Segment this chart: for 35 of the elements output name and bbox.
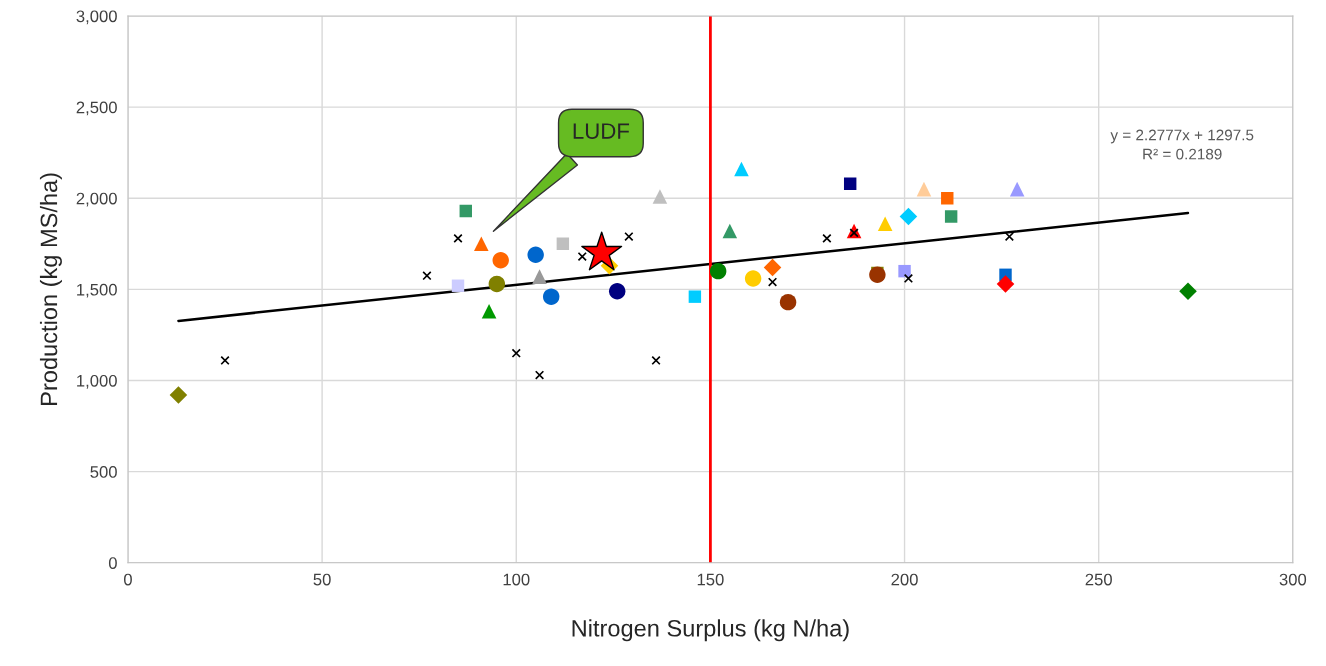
y-tick-label: 2,500	[76, 101, 117, 116]
x-axis-title: Nitrogen Surplus (kg N/ha)	[572, 619, 849, 642]
x-tick-label: 0	[123, 573, 132, 586]
point	[532, 269, 547, 284]
x-tick-label: 150	[697, 573, 724, 586]
annotation: LUDF	[573, 123, 630, 139]
x-tick-label: 200	[891, 573, 918, 586]
point	[422, 271, 432, 281]
point	[903, 273, 914, 284]
y-axis-title: Production (kg MS/ha)	[39, 173, 62, 405]
point	[534, 370, 545, 380]
point	[767, 277, 778, 287]
point	[624, 231, 634, 242]
point	[453, 233, 463, 243]
annotation: y = 2.2777x + 1297.5	[1110, 129, 1254, 144]
x-tick-label: 250	[1085, 573, 1112, 586]
y-tick-label: 1,500	[77, 283, 117, 298]
y-tick-label: 3,000	[76, 10, 117, 25]
point	[220, 355, 230, 366]
point	[916, 181, 932, 197]
point	[451, 279, 465, 292]
annotation: R² = 0.2189	[1143, 148, 1222, 160]
x-tick-label: 50	[313, 573, 331, 586]
y-tick-label: 2,000	[76, 192, 117, 207]
point	[822, 233, 832, 243]
y-tick-label: 1,000	[77, 374, 117, 389]
point	[651, 355, 661, 366]
point	[511, 348, 521, 358]
point	[581, 231, 623, 271]
point	[481, 303, 497, 319]
point	[577, 251, 587, 262]
x-tick-label: 300	[1279, 573, 1307, 586]
y-tick-label: 500	[90, 466, 117, 478]
y-tick-label: 0	[108, 557, 117, 569]
x-tick-label: 100	[503, 573, 530, 586]
